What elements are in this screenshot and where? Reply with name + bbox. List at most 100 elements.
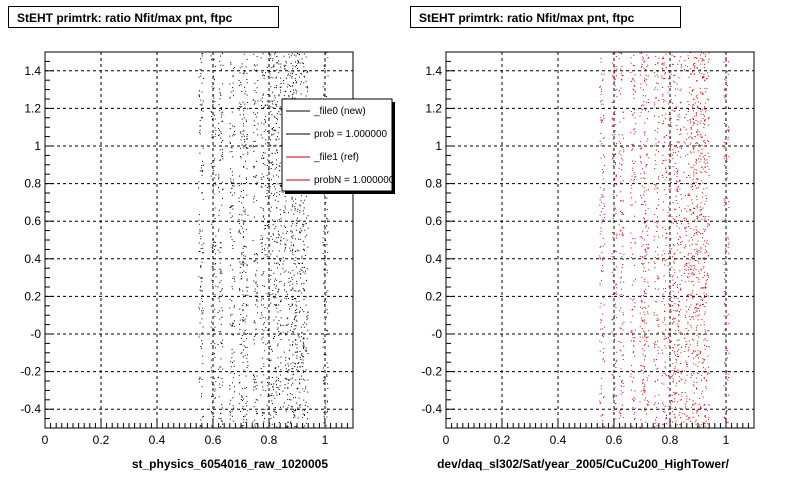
data-point [326,209,328,211]
data-point [220,413,221,415]
data-point [211,247,213,248]
data-point [253,176,255,177]
data-point [232,179,234,181]
data-point [665,367,667,369]
data-point [222,346,224,348]
data-point [643,263,645,265]
data-point [239,308,241,310]
data-point [245,421,247,423]
data-point [663,189,665,191]
data-point [701,58,703,60]
data-point [665,159,667,161]
data-point [326,269,328,271]
data-point [696,329,697,331]
data-point [688,252,690,254]
data-point [647,64,649,66]
data-point [728,106,729,108]
data-point [260,99,262,101]
data-point [303,199,305,201]
data-point [214,114,216,116]
data-point [674,95,676,97]
data-point [678,321,680,322]
data-point [213,188,214,190]
data-point [323,273,325,275]
data-point [253,112,255,114]
data-point [261,314,263,316]
data-point [262,163,264,165]
data-point [704,344,705,346]
data-point [267,187,268,188]
data-point [246,419,248,421]
data-point [231,410,233,412]
data-point [261,338,263,340]
data-point [620,175,622,177]
data-point [694,265,696,267]
data-point [201,301,203,302]
data-point [218,214,220,216]
data-point [278,289,280,291]
data-point [728,313,730,315]
data-point [200,286,201,288]
data-point [243,135,245,137]
data-point [704,203,706,205]
data-point [647,75,649,77]
data-point [704,134,706,136]
data-point [288,277,290,279]
data-point [667,86,669,88]
data-point [646,66,648,68]
data-point [285,291,287,293]
data-point [642,348,644,350]
data-point [671,125,673,127]
data-point [670,296,672,298]
data-point [704,102,706,104]
data-point [695,423,697,425]
data-point [270,67,272,69]
data-point [704,170,706,172]
data-point [678,313,680,315]
data-point [231,357,233,359]
data-point [601,251,603,253]
data-point [202,77,204,79]
data-point [269,422,271,424]
data-point [668,186,670,188]
data-point [697,105,699,107]
data-point [634,65,635,67]
data-point [218,178,219,180]
data-point [211,370,213,372]
data-point [269,244,271,246]
plot-0: 0 0.2 0.4 0.6 0.8 1-0.4-0.2-00.20.40.60.811.2… [20,51,395,471]
data-point [639,312,641,314]
data-point [641,319,643,321]
data-point [302,372,304,373]
data-point [323,353,325,355]
data-point [689,259,691,261]
data-point [620,276,622,278]
data-point [669,116,671,118]
data-point [247,147,249,149]
data-point [323,395,325,397]
data-point [681,399,682,401]
data-point [639,340,641,342]
data-point [669,255,671,257]
data-point [703,292,705,294]
data-point [295,304,297,306]
data-point [263,123,265,125]
data-point [700,113,702,115]
data-point [261,177,263,179]
data-point [620,415,622,417]
data-point [220,131,222,133]
data-point [671,394,673,396]
data-point [634,179,635,180]
data-point [688,92,690,94]
data-point [244,355,246,357]
data-point [276,384,277,386]
data-point [268,168,270,170]
data-point [238,185,240,187]
data-point [687,153,689,155]
data-point [705,388,707,390]
data-point [723,147,725,149]
data-point [665,418,667,420]
data-point [692,273,694,275]
data-point [699,426,701,428]
data-point [621,233,623,235]
